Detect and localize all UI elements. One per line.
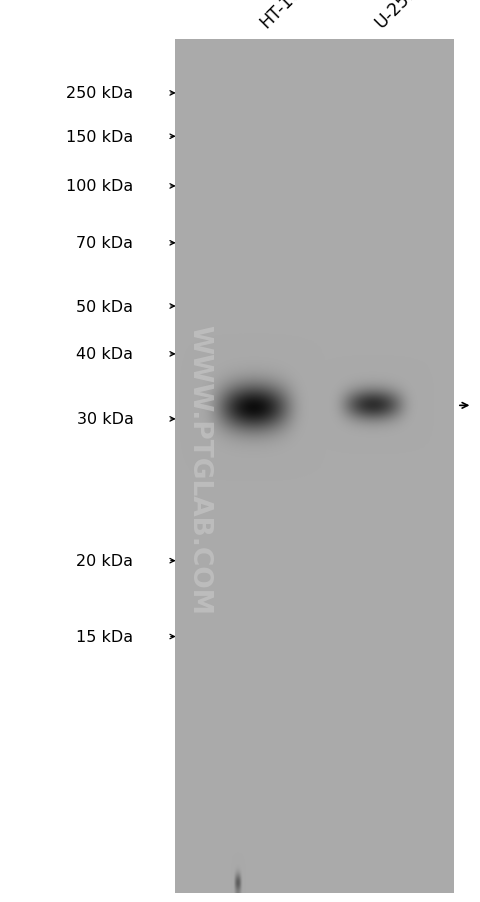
Text: 40 kDa: 40 kDa bbox=[76, 347, 133, 362]
Text: 100 kDa: 100 kDa bbox=[66, 179, 133, 194]
Text: 70 kDa: 70 kDa bbox=[76, 236, 133, 251]
Text: 15 kDa: 15 kDa bbox=[76, 630, 133, 644]
Text: 150 kDa: 150 kDa bbox=[66, 130, 133, 144]
Text: 50 kDa: 50 kDa bbox=[76, 299, 133, 314]
Text: HT-1080: HT-1080 bbox=[257, 0, 321, 32]
Bar bbox=[175, 41, 454, 893]
Text: 250 kDa: 250 kDa bbox=[66, 87, 133, 101]
Text: WWW.PTGLAB.COM: WWW.PTGLAB.COM bbox=[186, 324, 212, 614]
Text: U-251: U-251 bbox=[372, 0, 421, 32]
Text: 20 kDa: 20 kDa bbox=[76, 554, 133, 568]
Text: 30 kDa: 30 kDa bbox=[77, 412, 133, 427]
